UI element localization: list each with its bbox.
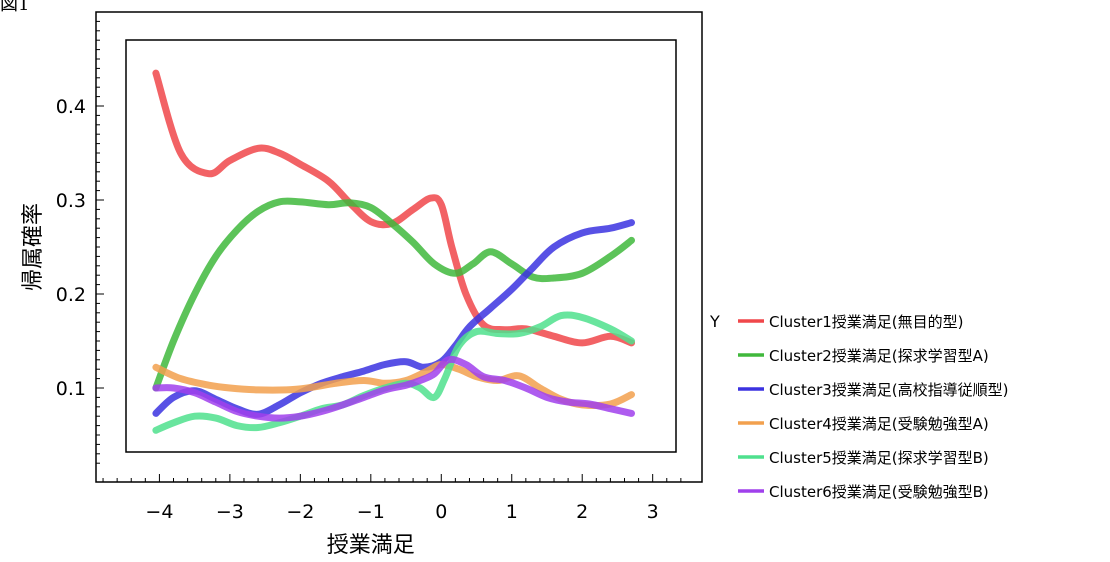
legend-title: Y [709, 312, 720, 331]
x-tick-label: −1 [357, 501, 385, 523]
legend-label-cluster3: Cluster3授業満足(高校指導従順型) [769, 381, 1009, 399]
series-line-cluster4 [152, 360, 635, 409]
series-line-cluster6 [152, 355, 635, 422]
x-tick-label: 1 [506, 501, 518, 523]
labels-layer: 0.1 0.2 0.3 0.4 −4 −3 −2 −1 0 1 2 3 授業満足 帰属確率 [21, 96, 659, 558]
y-tick-label: 0.1 [56, 378, 86, 400]
figure-caption: 図1 [0, 0, 30, 15]
legend-label-cluster6: Cluster6授業満足(受験勉強型B) [769, 483, 989, 501]
series-line-cluster1 [152, 69, 635, 347]
legend-label-cluster4: Cluster4授業満足(受験勉強型A) [769, 415, 989, 433]
y-tick-label: 0.4 [56, 96, 86, 118]
y-tick-label: 0.3 [56, 190, 86, 212]
x-axis-title: 授業満足 [327, 533, 415, 558]
x-tick-label: −4 [145, 501, 173, 523]
legend-label-cluster5: Cluster5授業満足(探求学習型B) [769, 449, 989, 467]
plot-area-frame [125, 39, 677, 453]
series-layer [152, 69, 635, 434]
legend-label-cluster1: Cluster1授業満足(無目的型) [769, 313, 964, 331]
x-tick-label: 2 [576, 501, 588, 523]
y-tick-label: 0.2 [56, 284, 86, 306]
x-tick-label: 3 [647, 501, 659, 523]
legend: Y Cluster1授業満足(無目的型) Cluster2授業満足(探求学習型A) C… [709, 312, 1009, 501]
legend-label-cluster2: Cluster2授業満足(探求学習型A) [769, 347, 989, 365]
x-tick-label: −3 [216, 501, 244, 523]
y-axis-title: 帰属確率 [21, 203, 46, 291]
x-tick-label: −2 [286, 501, 314, 523]
x-tick-label: 0 [435, 501, 447, 523]
series-line-cluster2 [152, 197, 635, 392]
series-line-cluster5 [152, 311, 635, 434]
axis-ticks [96, 20, 682, 482]
